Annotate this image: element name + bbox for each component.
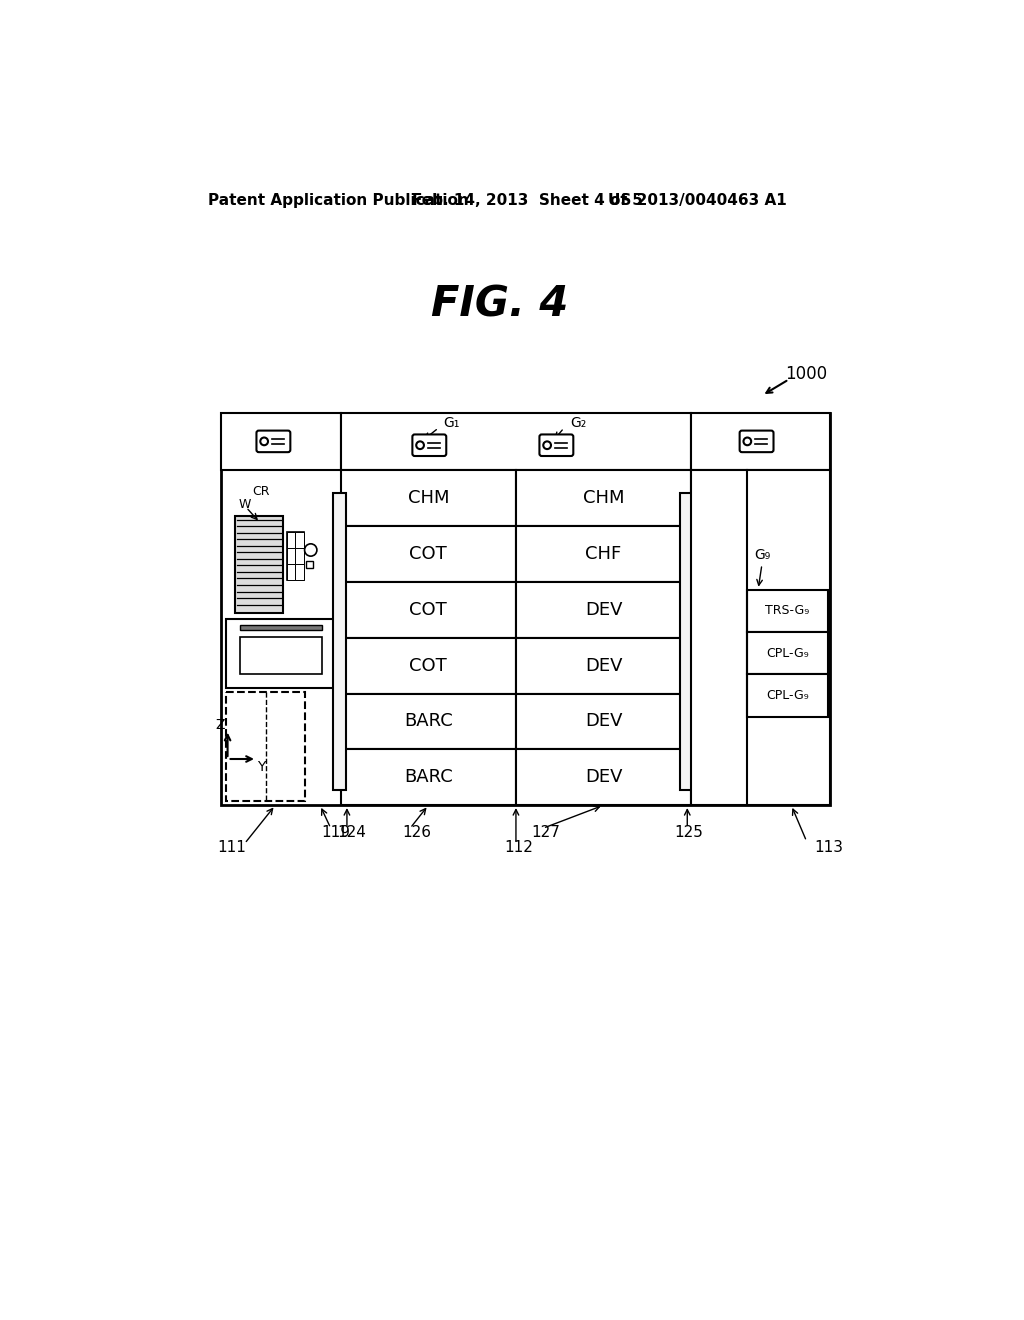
- Bar: [333, 494, 346, 789]
- Text: Patent Application Publication: Patent Application Publication: [208, 193, 468, 209]
- FancyBboxPatch shape: [413, 434, 446, 455]
- Bar: [746, 675, 828, 717]
- Text: TRS-G₉: TRS-G₉: [765, 605, 810, 618]
- Text: COT: COT: [410, 545, 447, 564]
- Text: 1000: 1000: [785, 366, 827, 383]
- Bar: [295, 564, 304, 579]
- Text: 126: 126: [402, 825, 431, 840]
- Text: DEV: DEV: [585, 713, 623, 730]
- Text: 124: 124: [337, 825, 366, 840]
- Bar: [516, 470, 691, 527]
- Bar: [746, 632, 828, 675]
- Bar: [287, 532, 295, 548]
- Text: FIG. 4: FIG. 4: [431, 284, 568, 326]
- Bar: [691, 470, 829, 805]
- Text: 113: 113: [814, 840, 844, 855]
- Text: G₉: G₉: [755, 548, 770, 562]
- Bar: [287, 564, 295, 579]
- Bar: [287, 548, 295, 564]
- Text: CPL-G₉: CPL-G₉: [766, 689, 809, 702]
- Text: US 2013/0040463 A1: US 2013/0040463 A1: [608, 193, 786, 209]
- Text: G₁: G₁: [443, 416, 460, 430]
- FancyBboxPatch shape: [256, 430, 291, 453]
- Text: Feb. 14, 2013  Sheet 4 of 5: Feb. 14, 2013 Sheet 4 of 5: [412, 193, 642, 209]
- Bar: [236, 516, 283, 612]
- Bar: [516, 638, 691, 693]
- Text: CHM: CHM: [408, 490, 450, 507]
- FancyBboxPatch shape: [540, 434, 573, 455]
- Text: 125: 125: [674, 825, 703, 840]
- Bar: [341, 750, 516, 805]
- Bar: [226, 692, 305, 801]
- Text: 119: 119: [322, 825, 350, 840]
- Circle shape: [260, 437, 268, 445]
- Bar: [691, 412, 829, 470]
- Text: CR: CR: [252, 486, 269, 499]
- Bar: [295, 532, 304, 548]
- Text: COT: COT: [410, 656, 447, 675]
- Bar: [240, 638, 323, 675]
- Text: COT: COT: [410, 601, 447, 619]
- Bar: [746, 590, 828, 632]
- Text: Y: Y: [257, 760, 265, 775]
- Bar: [341, 693, 516, 750]
- Bar: [341, 470, 516, 527]
- Circle shape: [304, 544, 316, 556]
- Bar: [516, 582, 691, 638]
- Text: G₂: G₂: [570, 416, 587, 430]
- Text: DEV: DEV: [585, 656, 623, 675]
- Circle shape: [544, 441, 551, 449]
- Text: CPL-G₉: CPL-G₉: [766, 647, 809, 660]
- FancyBboxPatch shape: [739, 430, 773, 453]
- Bar: [287, 532, 304, 579]
- Text: W: W: [239, 498, 251, 511]
- Bar: [516, 750, 691, 805]
- Bar: [516, 693, 691, 750]
- Text: BARC: BARC: [404, 713, 453, 730]
- Bar: [680, 494, 693, 789]
- Circle shape: [743, 437, 752, 445]
- Bar: [516, 527, 691, 582]
- Circle shape: [416, 441, 424, 449]
- Bar: [341, 527, 516, 582]
- Text: 127: 127: [531, 825, 560, 840]
- Bar: [226, 619, 336, 688]
- Text: CHM: CHM: [583, 490, 625, 507]
- Text: Z: Z: [215, 718, 224, 733]
- Bar: [221, 412, 829, 805]
- Bar: [240, 626, 323, 631]
- Text: CHF: CHF: [586, 545, 622, 564]
- Bar: [295, 548, 304, 564]
- Bar: [341, 638, 516, 693]
- Text: DEV: DEV: [585, 768, 623, 787]
- Bar: [221, 412, 341, 470]
- Text: 111: 111: [217, 840, 247, 855]
- Bar: [341, 582, 516, 638]
- Bar: [306, 561, 313, 569]
- Text: BARC: BARC: [404, 768, 453, 787]
- Text: DEV: DEV: [585, 601, 623, 619]
- Bar: [341, 412, 691, 470]
- Text: 112: 112: [505, 840, 534, 855]
